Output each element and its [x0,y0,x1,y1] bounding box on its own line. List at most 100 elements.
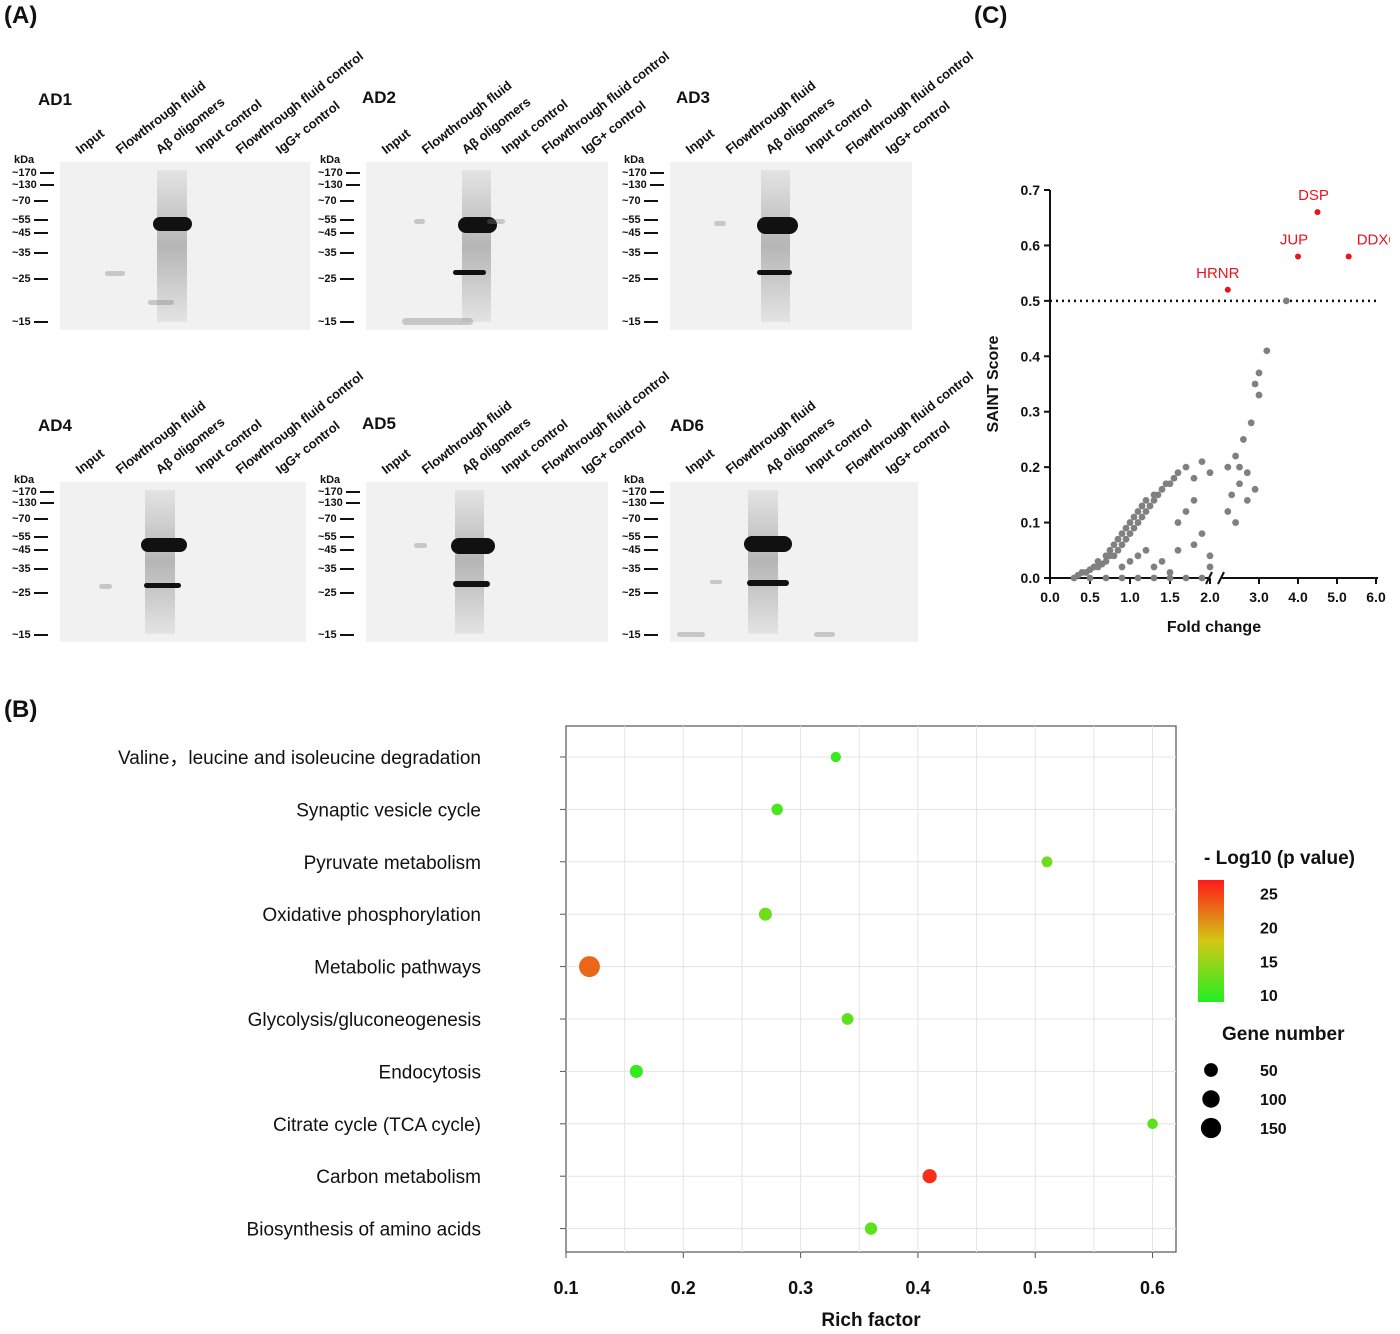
lane-label: Input [378,125,414,157]
category-label: Glycolysis/gluconeogenesis [248,1010,481,1031]
kegg-enrichment-chart: Valine，leucine and isoleucine degradatio… [118,725,1355,1331]
marker-label: ~25 [622,273,658,285]
faint-band [713,220,726,226]
highlighted-point-label: HRNR [1196,265,1239,282]
highlighted-point-label: JUP [1280,232,1308,249]
x-tick-label: 1.0 [1120,589,1140,605]
data-point [1224,508,1232,515]
marker-label: ~25 [318,273,354,285]
highlighted-point [1295,253,1301,260]
y-tick-label: 0.4 [1021,348,1041,364]
category-label: Citrate cycle (TCA cycle) [273,1115,481,1136]
marker-label: ~70 [12,195,48,207]
marker-label: ~35 [318,247,354,259]
blot-title-ad2: AD2 [362,88,397,107]
protein-band [141,538,187,553]
marker-label: ~15 [622,629,658,641]
marker-label: ~130 [318,179,360,191]
size-legend-label: 50 [1260,1063,1278,1080]
x-tick-label: 4.0 [1288,589,1308,605]
x-tick-label: 0.6 [1140,1278,1165,1298]
marker-label: ~70 [318,513,354,525]
data-point [1142,497,1150,504]
category-label: Oxidative phosphorylation [262,905,481,926]
faint-band [813,632,835,638]
data-point [1150,497,1158,504]
protein-band [757,269,792,276]
color-tick-label: 15 [1260,954,1278,971]
marker-label: ~15 [12,629,48,641]
data-point [1118,574,1126,582]
data-point [1166,480,1174,488]
protein-band [453,269,486,275]
data-point [1255,369,1263,377]
data-point [1158,557,1166,565]
data-point [1251,485,1259,493]
marker-label: ~25 [318,587,354,599]
data-point [1118,541,1126,549]
marker-label: ~170 [622,486,664,498]
x-tick-label: 0.1 [553,1278,578,1298]
data-point [1118,563,1126,571]
bubble [578,956,600,978]
category-label: Metabolic pathways [314,958,481,979]
kda-unit-label: kDa [320,154,341,166]
highlighted-point [1345,253,1352,260]
data-point [1247,419,1255,427]
protein-band [746,579,789,586]
panel-label-b: (B) [4,696,38,723]
marker-label: ~45 [318,544,354,556]
marker-label: ~170 [622,167,664,179]
data-point [1190,541,1198,549]
size-legend-dot [1204,1063,1218,1077]
marker-label: ~130 [12,179,54,191]
data-point [1102,557,1110,565]
kda-unit-label: kDa [320,474,341,486]
x-tick-label: 6.0 [1366,589,1386,605]
protein-band [757,217,798,235]
data-point [1243,469,1251,477]
size-legend-title: Gene number [1222,1024,1345,1045]
x-tick-label: 0.4 [905,1278,930,1298]
data-point [1122,524,1130,532]
protein-band [744,536,793,553]
x-axis-title: Rich factor [821,1310,921,1331]
blot-title-ad4: AD4 [38,416,73,435]
highlighted-point-label: DSP [1298,187,1329,204]
data-point [1118,530,1126,538]
data-point [1126,530,1134,538]
marker-label: ~130 [12,497,54,509]
category-label: Synaptic vesicle cycle [296,800,481,821]
data-point [1224,463,1232,471]
blot-image [60,162,310,330]
bubble [830,751,841,763]
marker-label: ~55 [12,214,48,226]
marker-label: ~45 [622,227,658,239]
data-point [1240,436,1247,443]
kda-unit-label: kDa [14,474,35,486]
protein-band [152,217,193,231]
faint-band [147,299,174,305]
data-point [1134,508,1142,515]
category-label: Biosynthesis of amino acids [247,1220,481,1241]
x-tick-label: 3.0 [1249,589,1269,605]
x-tick-label: 0.0 [1040,589,1060,605]
blot-image [60,482,306,642]
marker-label: ~130 [622,179,664,191]
y-tick-label: 0.0 [1021,570,1041,586]
marker-label: ~170 [12,486,54,498]
data-point [1158,485,1166,493]
panel-label-c: (C) [974,2,1008,29]
category-label: Carbon metabolism [316,1167,481,1188]
data-point [1106,546,1114,554]
y-tick-label: 0.2 [1021,459,1041,475]
blot-title-ad1: AD1 [38,90,73,109]
faint-band [99,584,112,590]
data-point [1206,552,1214,560]
data-point [1174,546,1182,554]
data-point [1198,458,1206,465]
data-point [1150,574,1158,582]
protein-band [143,582,181,589]
data-point [1102,574,1110,582]
marker-label: ~25 [12,273,48,285]
